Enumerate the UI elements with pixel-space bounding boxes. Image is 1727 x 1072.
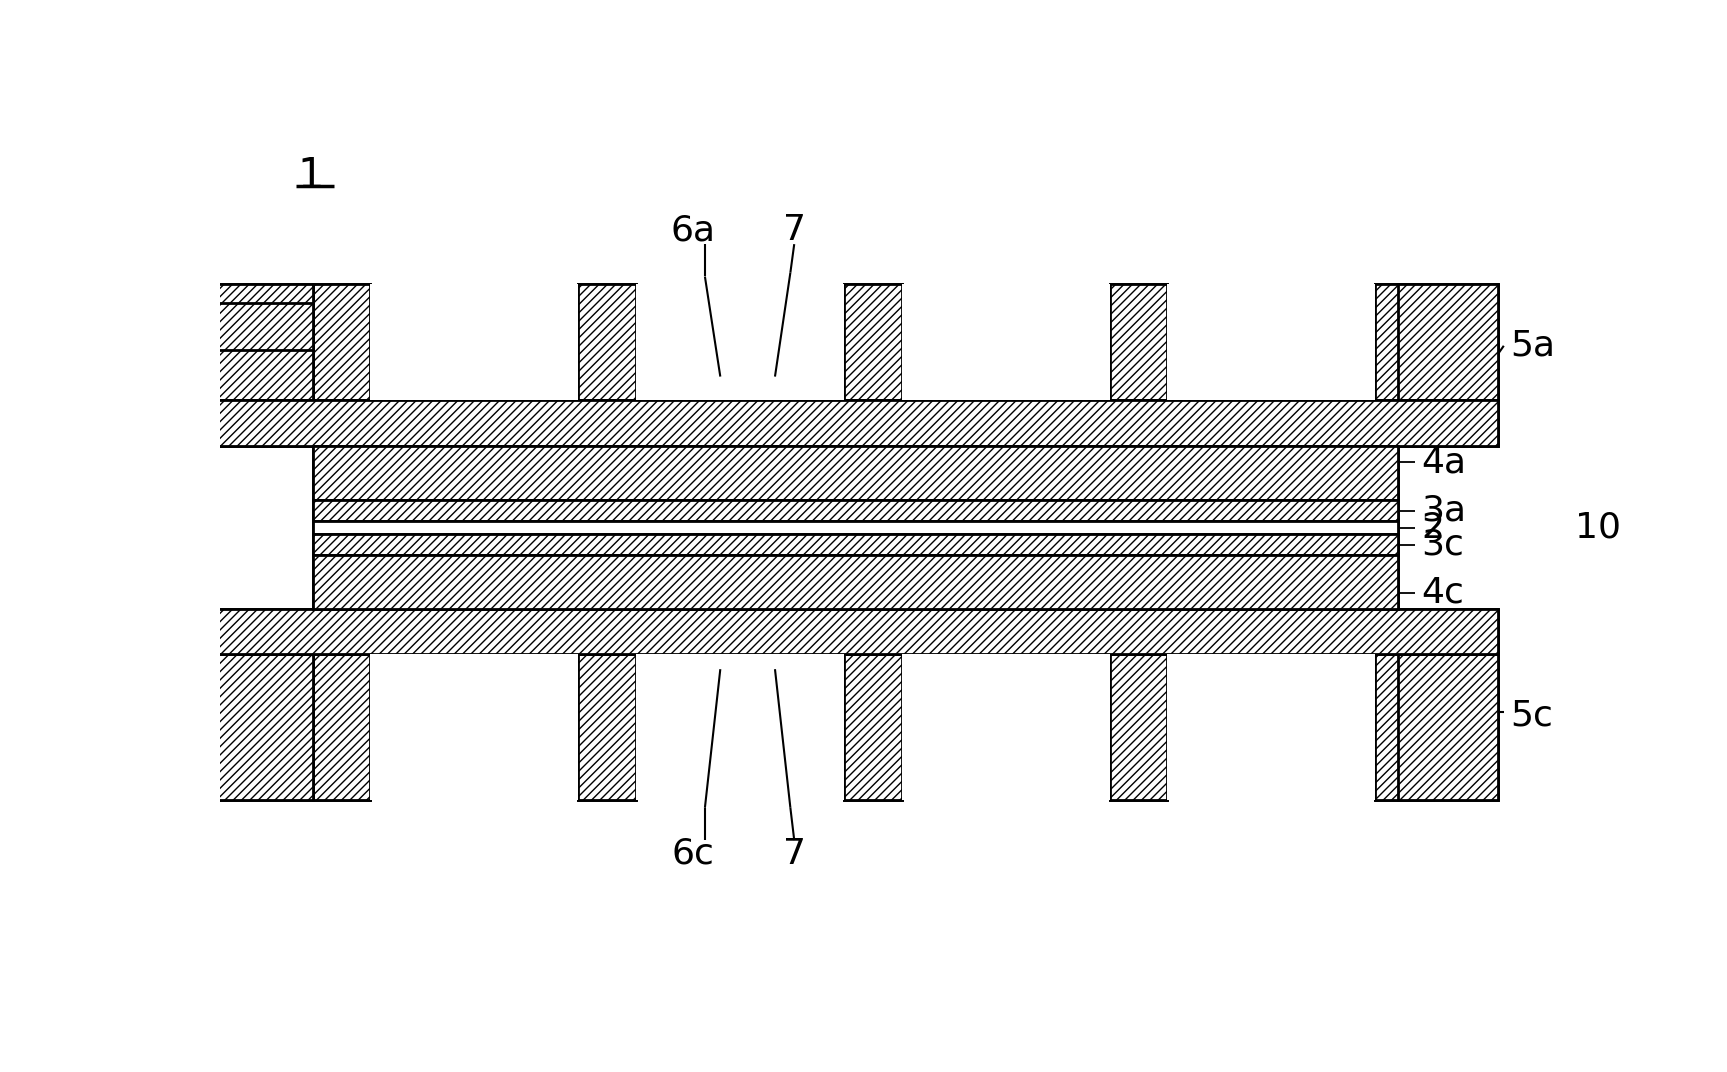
Text: 5a: 5a bbox=[1509, 329, 1554, 362]
Bar bbox=[845, 284, 901, 400]
Bar bbox=[579, 284, 636, 400]
Bar bbox=[197, 654, 313, 800]
Bar bbox=[313, 500, 1399, 521]
Bar bbox=[197, 654, 313, 800]
Bar bbox=[313, 446, 1399, 500]
Bar bbox=[197, 609, 1499, 654]
Bar bbox=[1109, 654, 1167, 800]
Bar bbox=[1399, 284, 1499, 400]
Bar bbox=[845, 654, 901, 800]
Text: 10: 10 bbox=[1575, 510, 1622, 545]
Bar bbox=[313, 500, 1399, 521]
Text: 3a: 3a bbox=[1421, 493, 1466, 527]
Bar bbox=[197, 400, 1499, 446]
Bar bbox=[313, 555, 1399, 609]
Text: 7: 7 bbox=[782, 213, 807, 248]
Bar bbox=[1109, 284, 1167, 400]
Text: 4c: 4c bbox=[1421, 576, 1464, 610]
Bar bbox=[636, 654, 845, 800]
Bar bbox=[1167, 654, 1375, 800]
Text: 2: 2 bbox=[1421, 511, 1444, 545]
Bar bbox=[150, 303, 313, 349]
Bar bbox=[313, 654, 370, 800]
Text: 6c: 6c bbox=[672, 837, 715, 870]
Text: 6a: 6a bbox=[670, 213, 717, 248]
Bar bbox=[1167, 284, 1375, 400]
Bar bbox=[579, 284, 636, 400]
Bar bbox=[1399, 654, 1499, 800]
Bar bbox=[901, 284, 1109, 400]
Bar bbox=[370, 654, 579, 800]
Bar bbox=[1399, 284, 1499, 400]
Bar bbox=[1109, 654, 1167, 800]
Bar bbox=[636, 284, 845, 400]
Text: 4a: 4a bbox=[1421, 445, 1466, 479]
Bar bbox=[197, 609, 1499, 654]
Bar bbox=[313, 284, 370, 400]
Bar bbox=[1375, 654, 1433, 800]
Text: 1: 1 bbox=[297, 155, 323, 197]
Bar bbox=[313, 535, 1399, 555]
Bar bbox=[313, 555, 1399, 609]
Bar bbox=[197, 284, 313, 400]
Bar bbox=[579, 654, 636, 800]
Text: 7: 7 bbox=[782, 837, 807, 870]
Bar bbox=[1375, 284, 1433, 400]
Text: 3c: 3c bbox=[1421, 527, 1464, 562]
Bar bbox=[313, 654, 370, 800]
Bar bbox=[313, 521, 1399, 535]
Text: 5c: 5c bbox=[1509, 698, 1553, 732]
Bar bbox=[197, 284, 313, 400]
Bar bbox=[313, 446, 1399, 500]
Bar bbox=[313, 521, 1399, 535]
Bar bbox=[579, 654, 636, 800]
Bar bbox=[1399, 654, 1499, 800]
Bar bbox=[1375, 654, 1433, 800]
Bar bbox=[313, 284, 370, 400]
Bar bbox=[901, 654, 1109, 800]
Bar bbox=[370, 284, 579, 400]
Bar bbox=[845, 654, 901, 800]
Bar bbox=[313, 535, 1399, 555]
Bar bbox=[845, 284, 901, 400]
Bar bbox=[1109, 284, 1167, 400]
Bar bbox=[1375, 284, 1433, 400]
Bar bbox=[197, 400, 1499, 446]
